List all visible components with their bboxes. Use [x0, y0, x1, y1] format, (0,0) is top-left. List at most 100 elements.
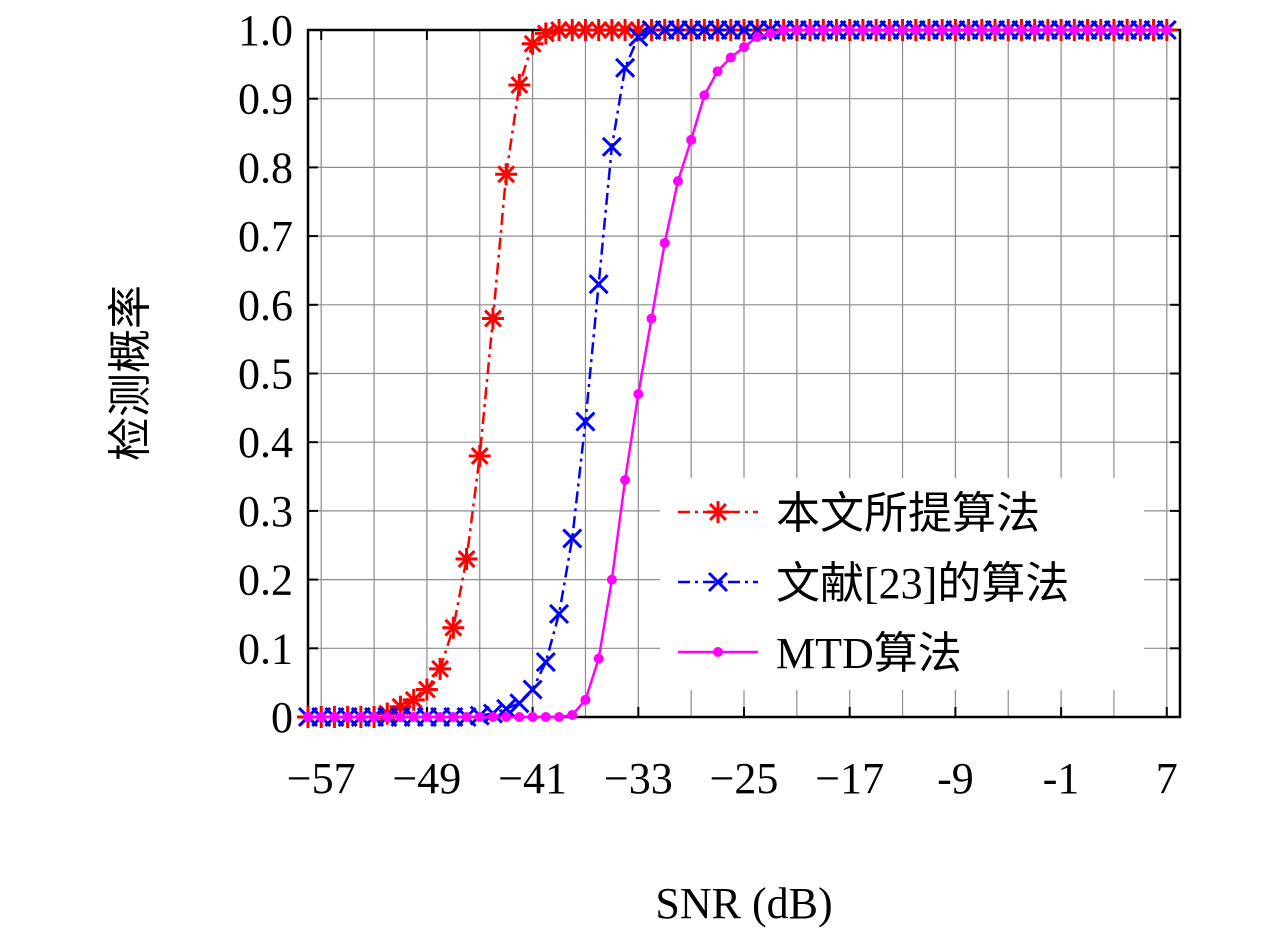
data-point — [567, 709, 578, 720]
data-point — [474, 712, 485, 722]
series-group — [297, 19, 1178, 728]
marker-stroke — [601, 136, 622, 157]
x-tick-label: −49 — [392, 754, 461, 803]
marker-stroke — [602, 21, 621, 39]
data-point — [1135, 25, 1146, 35]
legend-marker — [707, 571, 729, 593]
marker-stroke — [628, 26, 649, 47]
marker-stroke — [496, 698, 517, 719]
marker-stroke — [510, 75, 529, 94]
x-tick-label: −33 — [604, 754, 673, 803]
x-tick-label: −17 — [815, 754, 884, 803]
data-point — [342, 712, 353, 722]
legend-label: 本文所提算法 — [776, 489, 1040, 538]
x-tick-label: −25 — [710, 754, 779, 803]
data-point — [408, 712, 419, 722]
y-tick-label: 0 — [271, 693, 293, 742]
y-tick-label: 0.1 — [238, 624, 293, 673]
data-point — [355, 712, 366, 722]
data-point — [487, 712, 498, 722]
data-point — [990, 25, 1001, 35]
legend-entry: 本文所提算法 — [678, 489, 1040, 538]
legend-entry: 文献[23]的算法 — [678, 559, 1069, 608]
data-point — [382, 712, 393, 722]
y-tick-label: 0.9 — [238, 75, 293, 124]
data-point — [1042, 25, 1053, 35]
data-point — [601, 136, 622, 157]
data-point — [844, 25, 855, 35]
marker-stroke — [497, 165, 516, 184]
marker-stroke — [563, 21, 582, 39]
marker-stroke — [575, 411, 596, 432]
data-point — [831, 25, 842, 35]
marker-stroke — [404, 690, 423, 709]
marker-stroke — [470, 446, 489, 465]
data-point — [897, 25, 908, 35]
data-point — [606, 574, 617, 585]
data-point — [575, 411, 596, 432]
marker-stroke — [548, 603, 570, 625]
x-tick-label: -1 — [1043, 754, 1080, 803]
data-point — [739, 42, 749, 53]
data-point — [481, 307, 504, 330]
y-axis-label: 检测概率 — [106, 285, 155, 461]
x-tick-label: -9 — [937, 754, 974, 803]
marker-stroke — [483, 309, 502, 328]
data-point — [495, 163, 518, 186]
data-point — [461, 712, 472, 722]
data-point — [554, 712, 565, 722]
y-tick-label: 0.3 — [238, 487, 293, 536]
marker-stroke — [523, 34, 542, 53]
data-point — [521, 32, 544, 55]
data-point — [1056, 25, 1067, 35]
data-point — [963, 25, 974, 35]
data-point — [857, 25, 868, 35]
marker-stroke — [707, 571, 729, 593]
data-point — [508, 73, 531, 96]
y-tick-label: 0.7 — [238, 212, 293, 261]
data-point — [1016, 25, 1027, 35]
data-point — [1161, 25, 1172, 35]
data-point — [369, 712, 380, 722]
data-point — [712, 66, 723, 77]
data-point — [937, 25, 948, 35]
x-tick-label: 7 — [1156, 754, 1178, 803]
marker-stroke — [444, 618, 463, 637]
legend-entry: MTD算法 — [678, 629, 962, 678]
data-point — [522, 679, 543, 700]
y-tick-label: 0.4 — [238, 418, 293, 467]
x-tick-label: −57 — [287, 754, 356, 803]
data-point — [884, 25, 895, 35]
data-point — [535, 651, 556, 673]
y-tick-label: 0.8 — [238, 143, 293, 192]
data-point — [593, 653, 604, 664]
legend-label: 文献[23]的算法 — [776, 559, 1069, 608]
data-point — [699, 90, 710, 101]
data-point — [620, 474, 631, 485]
data-point — [580, 694, 591, 705]
y-axis-ticks: 0 0.1 0.2 0.3 0.4 0.5 0.6 0.7 0.8 0.9 1.0 — [238, 6, 1180, 742]
data-point — [725, 52, 736, 63]
marker-stroke — [616, 21, 635, 39]
data-point — [421, 712, 432, 722]
data-point — [415, 678, 438, 701]
legend-marker — [713, 647, 723, 657]
marker-stroke — [522, 679, 543, 700]
data-point — [752, 31, 763, 42]
marker-stroke — [536, 24, 555, 43]
marker-stroke — [576, 21, 595, 39]
legend-marker — [707, 501, 729, 523]
data-point — [395, 712, 406, 722]
data-point — [672, 176, 683, 187]
data-point — [588, 274, 609, 295]
data-point — [950, 25, 961, 35]
data-point — [923, 25, 934, 35]
marker-stroke — [535, 651, 556, 673]
data-point — [805, 25, 816, 35]
data-point — [659, 237, 670, 248]
data-point — [429, 657, 452, 680]
marker-stroke — [417, 680, 436, 699]
marker-stroke — [550, 21, 569, 39]
data-point — [1029, 25, 1040, 35]
data-point — [871, 25, 882, 35]
